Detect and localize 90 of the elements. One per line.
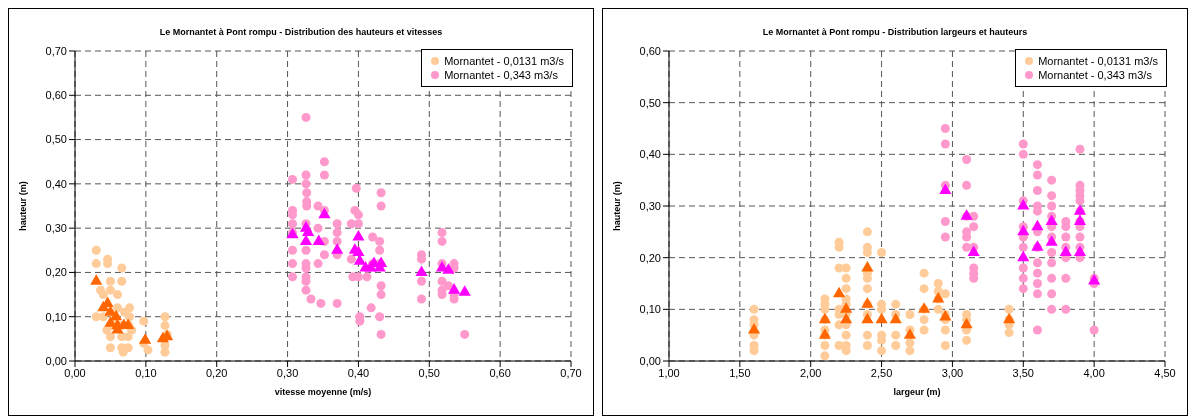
point <box>302 225 315 237</box>
legend-label: Mornantet - 0,0131 m3/s <box>444 55 564 67</box>
point <box>448 283 461 294</box>
y-tick-label: 0,20 <box>45 266 67 279</box>
point <box>139 316 149 326</box>
legend-label: Mornantet - 0,343 m3/s <box>444 69 558 81</box>
point <box>90 274 103 285</box>
point <box>160 312 170 322</box>
point <box>312 234 325 245</box>
y-tick-label: 0,10 <box>639 303 661 316</box>
y-tick-label: 0,60 <box>45 89 67 102</box>
point <box>861 260 874 272</box>
x-tick-label: 4,50 <box>1154 366 1176 379</box>
point <box>458 285 471 296</box>
y-tick-label: 0,50 <box>45 133 67 146</box>
x-tick-label: 3,00 <box>941 366 964 379</box>
x-tick-label: 2,00 <box>800 366 822 379</box>
point <box>903 328 916 339</box>
point <box>1017 250 1030 262</box>
point <box>1031 219 1044 231</box>
point <box>318 207 331 219</box>
x-tick-label: 0,10 <box>135 366 157 379</box>
point <box>299 234 313 245</box>
point <box>110 309 123 321</box>
y-tick-label: 0,30 <box>639 199 661 212</box>
chart-title: Le Mornantet à Pont rompu - Distribution des hauteurs et vitesses <box>158 27 444 37</box>
x-tick-label: 0,60 <box>489 366 511 379</box>
y-tick-label: 0,40 <box>639 148 661 161</box>
point <box>840 312 853 324</box>
point <box>442 263 455 274</box>
x-axis-title: vitesse moyenne (m/s) <box>274 387 372 397</box>
point <box>1045 214 1058 226</box>
point <box>1017 224 1030 236</box>
x-tick-label: 2,50 <box>870 366 893 379</box>
point <box>939 183 952 195</box>
chart-title: Le Mornantet à Pont rompu - Distribution largeurs et hauteurs <box>761 27 1029 37</box>
point <box>1017 198 1030 210</box>
point <box>120 307 130 317</box>
point <box>352 245 365 257</box>
point <box>143 345 153 355</box>
y-tick-label: 0,50 <box>639 96 661 109</box>
point <box>832 286 846 298</box>
point <box>160 321 170 331</box>
point <box>331 243 344 254</box>
x-tick-label: 0,30 <box>276 366 299 379</box>
point <box>967 245 980 257</box>
y-tick-label: 0,40 <box>45 177 67 190</box>
point <box>117 263 127 273</box>
x-tick-label: 0,00 <box>64 366 86 379</box>
legend-label: Mornantet - 0,0131 m3/s <box>1038 55 1158 67</box>
x-tick-label: 0,50 <box>418 366 440 379</box>
point <box>840 302 853 313</box>
point <box>113 290 123 300</box>
point <box>889 312 902 324</box>
y-axis-title: hauteur (m) <box>18 181 29 231</box>
y-tick-label: 0,60 <box>639 44 661 57</box>
x-tick-label: 0,70 <box>560 366 582 379</box>
x-tick-label: 1,50 <box>729 366 751 379</box>
point <box>117 276 127 286</box>
point <box>352 229 365 241</box>
y-tick-label: 0,30 <box>45 222 67 235</box>
point <box>415 265 428 276</box>
x-axis-title: largeur (m) <box>893 387 941 397</box>
point <box>875 312 888 324</box>
y-tick-label: 0,00 <box>639 354 661 367</box>
x-tick-label: 3,50 <box>1012 366 1034 379</box>
point <box>98 290 108 300</box>
x-tick-label: 0,20 <box>206 366 228 379</box>
y-tick-label: 0,70 <box>45 44 67 57</box>
point <box>105 285 115 295</box>
point <box>1073 245 1087 257</box>
x-tick-label: 4,00 <box>1083 366 1105 379</box>
point <box>747 322 761 334</box>
y-tick-label: 0,00 <box>45 354 67 367</box>
point <box>105 276 115 286</box>
point <box>1059 245 1072 257</box>
point <box>960 317 973 329</box>
point <box>91 259 101 269</box>
point <box>105 343 115 353</box>
legend-label: Mornantet - 0,343 m3/s <box>1038 69 1152 81</box>
point <box>139 333 152 344</box>
point <box>98 312 108 322</box>
point <box>861 312 874 324</box>
point <box>1045 235 1058 246</box>
y-tick-label: 0,10 <box>45 310 67 323</box>
point <box>91 245 101 255</box>
y-tick-label: 0,20 <box>639 251 661 264</box>
x-tick-label: 0,40 <box>347 366 370 379</box>
x-tick-label: 1,00 <box>658 366 680 379</box>
y-axis-title: hauteur (m) <box>612 181 623 231</box>
